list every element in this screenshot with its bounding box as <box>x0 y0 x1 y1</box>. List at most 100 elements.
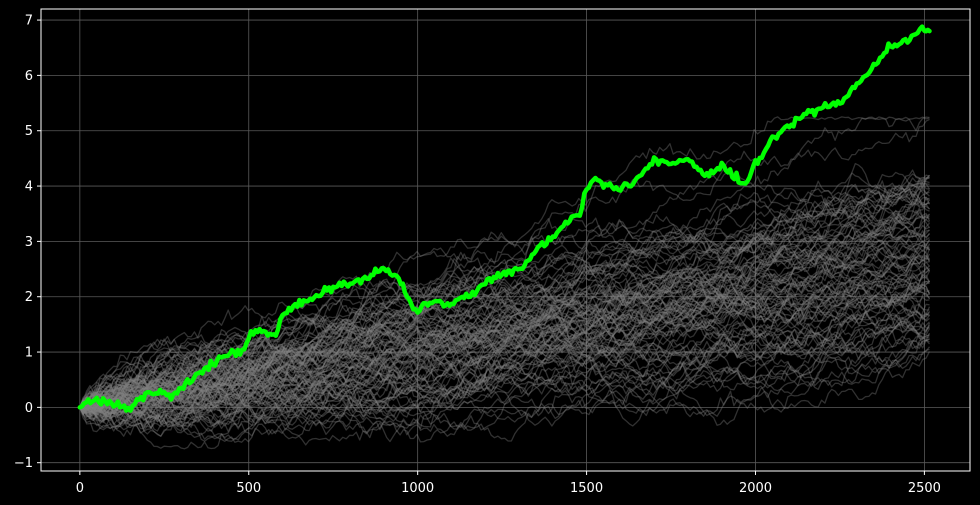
y-tick-label: 0 <box>25 401 33 416</box>
simulation-path <box>79 328 930 426</box>
simulation-path <box>79 245 930 415</box>
simulation-path <box>79 273 931 409</box>
simulation-path <box>79 213 930 430</box>
highlight-series <box>77 24 932 413</box>
simulation-path <box>79 261 931 419</box>
simulation-path <box>79 211 930 408</box>
simulation-path <box>79 193 930 416</box>
simulation-path <box>79 265 930 422</box>
simulation-path <box>79 236 931 427</box>
simulation-path <box>79 311 930 414</box>
simulation-path <box>79 242 930 422</box>
simulation-path <box>79 196 930 410</box>
simulation-paths <box>79 116 931 450</box>
simulation-path <box>79 248 931 422</box>
simulation-path <box>79 320 930 439</box>
simulation-path <box>79 197 931 425</box>
simulation-path <box>79 277 930 408</box>
y-tick-label: 7 <box>25 14 33 29</box>
simulation-path <box>79 172 930 408</box>
simulation-path <box>79 313 930 421</box>
simulation-path <box>79 174 930 408</box>
simulation-path <box>79 182 930 408</box>
y-tick-label: 5 <box>25 124 33 139</box>
simulation-path <box>79 332 931 427</box>
simulation-path <box>79 284 931 428</box>
simulation-path <box>79 320 930 423</box>
grid <box>41 9 970 471</box>
simulation-path <box>79 239 931 408</box>
y-tick-label: 4 <box>25 180 33 195</box>
simulation-path <box>79 229 930 408</box>
simulation-path <box>79 207 931 408</box>
simulation-path <box>79 263 930 414</box>
simulation-path <box>79 280 930 427</box>
y-tick-label: 6 <box>25 69 33 84</box>
simulation-path <box>79 219 931 408</box>
simulation-path <box>79 284 930 408</box>
simulation-path <box>79 169 931 412</box>
simulation-path <box>79 304 930 426</box>
simulation-path <box>79 309 931 443</box>
simulation-path <box>79 213 931 416</box>
simulation-path <box>79 270 931 409</box>
simulation-path <box>79 313 930 410</box>
simulation-path <box>79 255 931 413</box>
simulation-path <box>79 334 930 431</box>
y-tick-label: −1 <box>14 456 33 471</box>
simulation-path <box>79 266 930 437</box>
simulation-path <box>79 346 931 443</box>
simulation-path <box>79 202 930 412</box>
simulation-path <box>79 285 930 434</box>
simulation-path <box>79 351 931 418</box>
y-tick-label: 3 <box>25 235 33 250</box>
simulation-path <box>79 275 930 408</box>
y-axis: −1 0 1 2 3 4 5 6 7 <box>14 14 41 471</box>
simulation-path <box>79 240 931 413</box>
simulation-path <box>79 267 931 408</box>
simulation-path <box>79 290 930 450</box>
simulation-path <box>79 180 930 417</box>
simulation-path <box>79 302 931 408</box>
simulation-path <box>79 171 930 434</box>
simulation-path <box>79 269 931 412</box>
simulation-path <box>79 317 931 436</box>
simulation-path <box>79 249 931 420</box>
simulation-path <box>79 256 930 410</box>
x-tick-label: 1000 <box>401 481 434 496</box>
x-tick-label: 1500 <box>570 481 603 496</box>
simulation-path <box>79 186 930 419</box>
simulation-path <box>79 320 930 411</box>
x-axis: 0 500 1000 1500 2000 2500 <box>76 471 941 496</box>
simulation-path <box>79 187 931 411</box>
x-tick-label: 500 <box>236 481 261 496</box>
simulation-path <box>79 267 931 418</box>
y-tick-label: 2 <box>25 290 33 305</box>
simulation-path <box>79 183 931 416</box>
simulation-path <box>79 189 930 422</box>
y-tick-label: 1 <box>25 346 33 361</box>
simulation-path <box>79 224 930 428</box>
simulation-path <box>79 325 930 419</box>
simulation-path <box>79 179 930 430</box>
simulation-path <box>79 273 931 408</box>
simulation-path <box>79 264 930 418</box>
simulation-path <box>79 244 930 413</box>
simulation-path <box>79 236 931 412</box>
simulation-path <box>79 292 931 431</box>
simulation-path <box>79 207 930 410</box>
simulation-path <box>79 118 930 418</box>
simulation-path <box>79 285 931 433</box>
simulation-path <box>79 215 930 440</box>
simulation-path <box>79 240 930 408</box>
simulation-path <box>79 292 930 432</box>
plot-frame <box>40 8 971 472</box>
highlight-line <box>77 24 932 413</box>
simulation-path <box>79 335 930 434</box>
simulation-path <box>79 226 931 416</box>
simulation-path <box>79 235 930 413</box>
simulation-path <box>79 303 930 437</box>
simulation-path <box>79 214 930 432</box>
